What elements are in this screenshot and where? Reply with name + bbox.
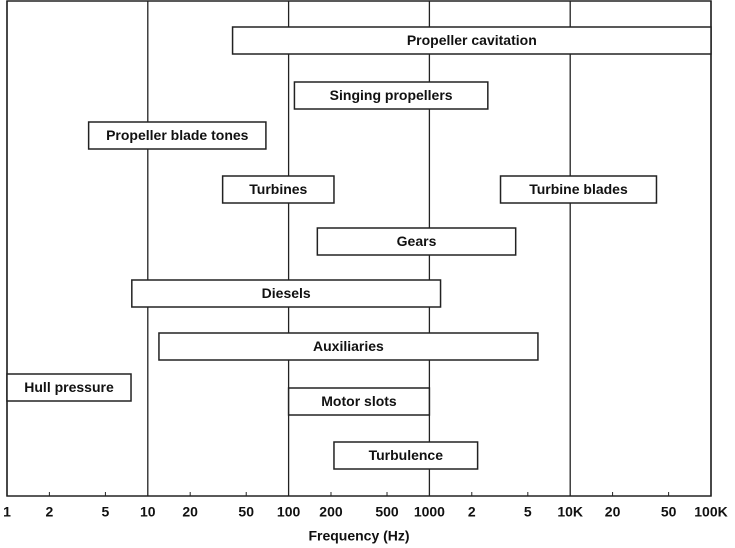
x-tick-label: 50 <box>238 504 254 520</box>
x-tick-label: 5 <box>524 504 532 520</box>
x-tick-label: 1 <box>3 504 11 520</box>
bar-label: Propeller cavitation <box>407 32 537 48</box>
bar-label: Auxiliaries <box>313 338 384 354</box>
bar-label: Propeller blade tones <box>106 127 249 143</box>
bar-label: Motor slots <box>321 393 397 409</box>
bar-label: Turbine blades <box>529 181 628 197</box>
x-tick-label: 10K <box>557 504 583 520</box>
bar-label: Gears <box>397 233 437 249</box>
x-tick-label: 1000 <box>414 504 445 520</box>
x-tick-label: 100K <box>694 504 727 520</box>
range-bar <box>6 373 132 402</box>
range-bar <box>87 121 267 150</box>
x-tick-label: 20 <box>605 504 621 520</box>
range-bar <box>499 175 658 204</box>
x-tick-label: 200 <box>319 504 343 520</box>
x-tick-label: 5 <box>102 504 110 520</box>
bar-label: Hull pressure <box>24 379 114 395</box>
x-tick-label: 50 <box>661 504 677 520</box>
range-bar <box>316 227 517 256</box>
x-tick-label: 500 <box>375 504 399 520</box>
x-tick-label: 2 <box>45 504 53 520</box>
range-bar <box>333 441 479 470</box>
bar-label: Turbines <box>249 181 307 197</box>
x-tick-label: 2 <box>468 504 476 520</box>
x-tick-label: 20 <box>182 504 198 520</box>
bar-label: Diesels <box>262 285 311 301</box>
x-tick-label: 10 <box>140 504 156 520</box>
range-bar <box>287 387 431 416</box>
range-bar <box>231 26 712 55</box>
bar-label: Singing propellers <box>330 87 453 103</box>
range-bar <box>221 175 335 204</box>
range-bar <box>158 332 539 361</box>
bar-label: Turbulence <box>369 447 444 463</box>
range-bar <box>293 81 489 110</box>
range-bar <box>131 279 442 308</box>
x-tick-label: 100 <box>277 504 301 520</box>
x-axis-label: Frequency (Hz) <box>308 528 409 544</box>
